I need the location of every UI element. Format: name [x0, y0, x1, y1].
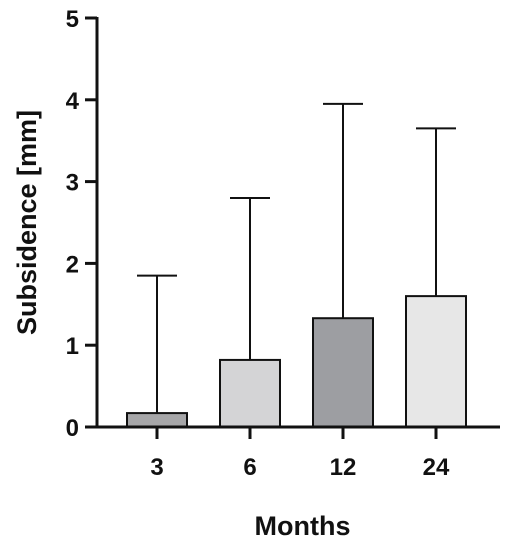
y-axis-title: Subsidence [mm] — [12, 110, 42, 335]
y-tick-label: 0 — [66, 415, 79, 442]
bar-6 — [219, 358, 281, 429]
y-axis-ticks: 0 1 2 3 4 5 — [66, 6, 97, 442]
x-tick-label: 12 — [330, 454, 357, 481]
x-tick-label: 3 — [150, 454, 163, 481]
y-tick-label: 3 — [66, 170, 79, 197]
x-tick-label: 24 — [423, 454, 450, 481]
bars — [126, 295, 467, 429]
bar-3 — [126, 412, 188, 428]
x-axis-title: Months — [255, 511, 351, 541]
y-tick-label: 2 — [66, 251, 79, 278]
bar-12 — [312, 317, 374, 428]
y-tick-label: 1 — [66, 333, 79, 360]
x-tick-label: 6 — [243, 454, 256, 481]
bar-24 — [405, 295, 467, 428]
y-tick-label: 4 — [66, 88, 80, 115]
y-tick-label: 5 — [66, 6, 79, 33]
error-bars — [137, 102, 456, 414]
x-axis-ticks: 3 6 12 24 — [150, 427, 450, 481]
